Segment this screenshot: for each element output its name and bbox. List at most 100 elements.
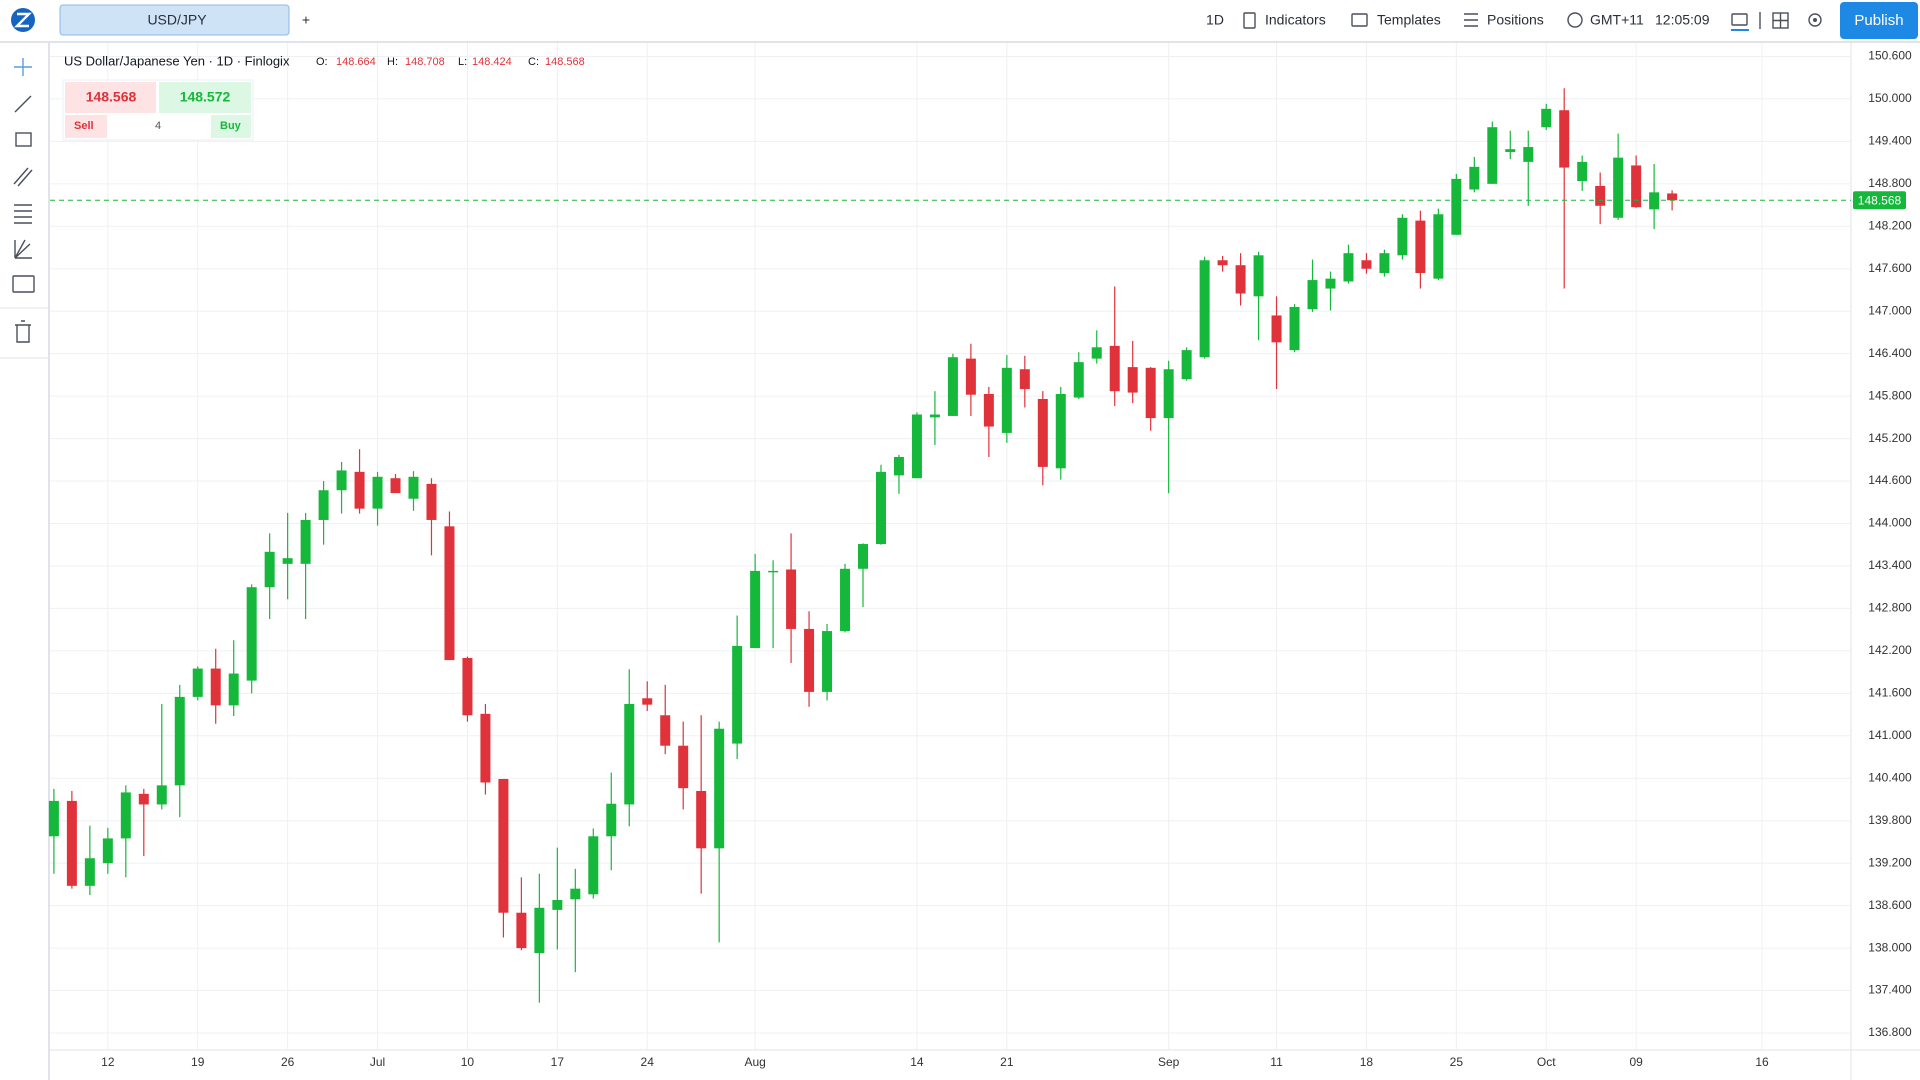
x-tick-label: 17 xyxy=(551,1055,565,1069)
ohlc-open-value: 148.664 xyxy=(336,56,376,68)
positions-button[interactable]: Positions xyxy=(1487,12,1544,28)
publish-label: Publish xyxy=(1854,12,1903,29)
candle-body xyxy=(1001,367,1012,433)
x-tick-label: 12 xyxy=(101,1055,115,1069)
positions-icon xyxy=(1464,13,1478,27)
y-tick-label: 149.400 xyxy=(1868,134,1912,148)
rectangle-tool[interactable] xyxy=(15,132,32,147)
y-tick-label: 141.000 xyxy=(1868,728,1912,742)
y-tick-label: 142.800 xyxy=(1868,601,1912,615)
candle-body xyxy=(911,414,922,479)
sell-tag[interactable] xyxy=(65,115,107,138)
ohlc-open-label: O: xyxy=(316,56,328,68)
candle-body xyxy=(1037,398,1048,467)
candle-body xyxy=(228,673,239,706)
y-tick-label: 144.600 xyxy=(1868,473,1912,487)
delete-tool[interactable] xyxy=(15,320,31,343)
candle-body xyxy=(1307,280,1318,310)
templates-button[interactable]: Templates xyxy=(1377,12,1441,28)
ohlc-high-value: 148.708 xyxy=(405,56,445,68)
indicators-button[interactable]: Indicators xyxy=(1265,12,1326,28)
candle-body xyxy=(1325,278,1336,289)
candle-body xyxy=(768,570,779,573)
candle-body xyxy=(372,476,383,509)
symbol-tab[interactable] xyxy=(59,4,290,36)
candle-body xyxy=(84,858,95,886)
candle-body xyxy=(480,713,491,783)
settings-icon[interactable] xyxy=(1808,13,1822,27)
candle-body xyxy=(1271,315,1282,343)
candle-body xyxy=(102,838,113,864)
candle-body xyxy=(138,793,149,805)
screenshot-icon[interactable] xyxy=(1731,13,1748,26)
candle-body xyxy=(300,519,311,564)
trendline-tool[interactable] xyxy=(14,95,32,113)
candle-body xyxy=(1145,367,1156,419)
candle-body xyxy=(929,414,940,418)
candle-body xyxy=(192,668,203,697)
candle-body xyxy=(965,358,976,395)
gann-tool[interactable] xyxy=(14,239,32,259)
candle-body xyxy=(732,645,743,744)
candle-body xyxy=(1541,108,1552,128)
candle-body xyxy=(750,570,761,649)
candle-body xyxy=(1451,178,1462,235)
y-tick-label: 142.200 xyxy=(1868,643,1912,657)
buy-tag[interactable] xyxy=(211,115,251,138)
candle-body xyxy=(1235,265,1246,294)
x-tick-label: 09 xyxy=(1629,1055,1643,1069)
candle-body xyxy=(588,836,599,895)
candle-body xyxy=(1433,214,1444,279)
candle-body xyxy=(408,476,419,499)
buy-button[interactable] xyxy=(159,82,251,113)
candle-body xyxy=(786,569,797,629)
y-tick-label: 143.400 xyxy=(1868,558,1912,572)
candle-body xyxy=(1109,345,1120,392)
x-tick-label: Jul xyxy=(370,1055,385,1069)
quantity-value: 4 xyxy=(155,120,161,132)
globe-icon xyxy=(1567,12,1583,28)
channel-tool[interactable] xyxy=(13,167,33,187)
candle-body xyxy=(714,728,725,849)
sell-price: 148.568 xyxy=(86,89,137,105)
publish-button[interactable] xyxy=(1840,2,1918,39)
candle-body xyxy=(642,698,653,705)
candle-body xyxy=(1091,347,1102,359)
y-tick-label: 136.800 xyxy=(1868,1025,1912,1039)
x-tick-label: Sep xyxy=(1158,1055,1180,1069)
candle-body xyxy=(858,544,868,569)
symbol-title: US Dollar/Japanese Yen · 1D · Finlogix xyxy=(64,53,290,68)
quantity-input[interactable] xyxy=(107,115,211,138)
text-tool[interactable] xyxy=(12,275,35,293)
candle-body xyxy=(570,888,581,900)
y-tick-label: 145.200 xyxy=(1868,431,1912,445)
x-tick-label: 19 xyxy=(191,1055,205,1069)
candle-body xyxy=(354,471,365,509)
candle-body xyxy=(1559,110,1570,168)
ohlc-high-label: H: xyxy=(387,56,398,68)
y-tick-label: 148.200 xyxy=(1868,218,1912,232)
ohlc-close-label: C: xyxy=(528,56,539,68)
crosshair-tool[interactable] xyxy=(14,58,32,76)
candle-body xyxy=(1343,253,1354,282)
ohlc-low-label: L: xyxy=(458,56,467,68)
y-tick-label: 140.400 xyxy=(1868,770,1912,784)
timezone-button[interactable]: GMT+11 xyxy=(1590,12,1644,28)
y-tick-label: 138.600 xyxy=(1868,898,1912,912)
y-tick-label: 139.200 xyxy=(1868,855,1912,869)
ohlc-close-value: 148.568 xyxy=(545,56,585,68)
sell-button[interactable] xyxy=(65,82,156,113)
fib-tool[interactable] xyxy=(14,204,32,224)
candle-body xyxy=(822,631,833,692)
layout-icon-lines xyxy=(1773,13,1788,28)
symbol-tab-label: USD/JPY xyxy=(147,12,207,28)
interval-button[interactable]: 1D xyxy=(1206,12,1224,28)
candle-body xyxy=(606,803,617,837)
price-label: 148.568 xyxy=(1858,193,1902,207)
candle-body xyxy=(318,490,329,520)
sell-label: Sell xyxy=(74,120,94,132)
candle-body xyxy=(660,715,671,746)
add-tab[interactable]: + xyxy=(302,12,310,28)
candle-body xyxy=(336,470,347,491)
